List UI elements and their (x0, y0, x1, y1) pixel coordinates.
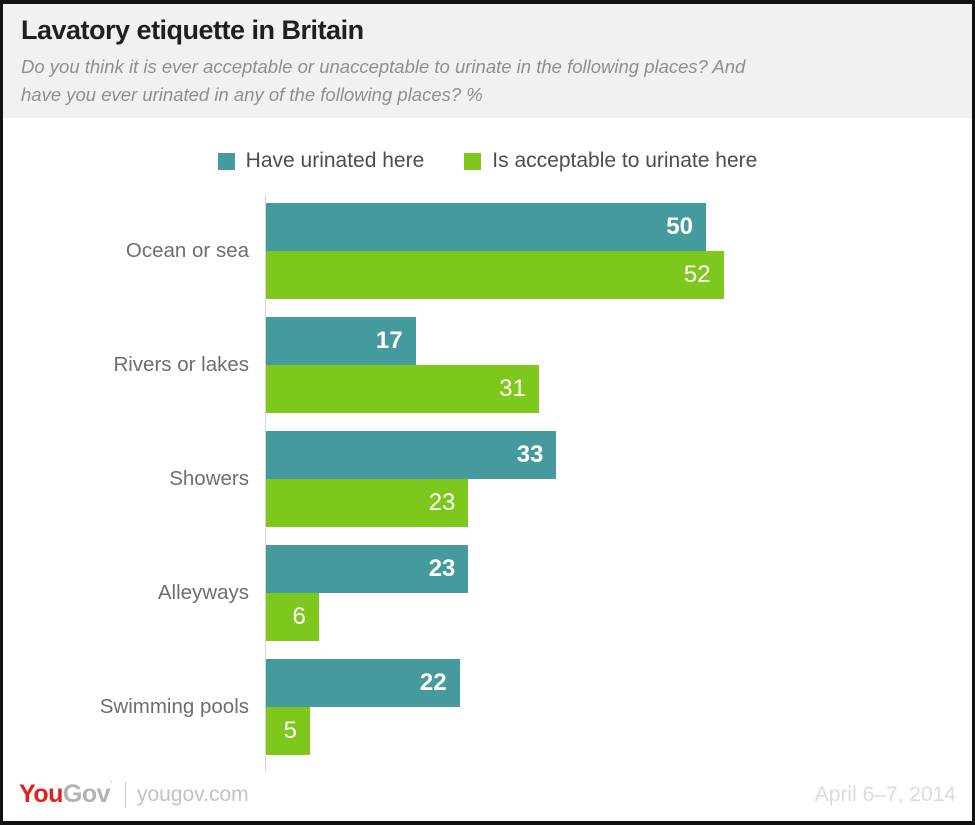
subtitle-line-1: Do you think it is ever acceptable or un… (21, 56, 746, 77)
logo-you: You (19, 780, 63, 808)
yougov-url: yougov.com (136, 782, 249, 806)
bar-acceptable: 52 (266, 251, 724, 299)
bar-have-urinated: 23 (266, 545, 469, 593)
bar-group: 22 5 (266, 659, 972, 755)
chart-row: Showers 33 23 (3, 431, 972, 527)
bar-have-urinated: 33 (266, 431, 557, 479)
bar-value-label: 22 (419, 669, 447, 696)
legend-swatch-teal-icon (217, 152, 235, 170)
chart-header: Lavatory etiquette in Britain Do you thi… (3, 4, 972, 118)
category-label: Ocean or sea (125, 239, 249, 262)
chart-row: Swimming pools 22 5 (3, 659, 972, 755)
category-label: Showers (169, 467, 249, 490)
bar-group: 23 6 (266, 545, 972, 641)
brand-divider (124, 781, 126, 808)
chart-legend: Have urinated here Is acceptable to urin… (3, 149, 972, 173)
logo-gov: Gov (62, 780, 111, 808)
legend-swatch-green-icon (464, 152, 482, 170)
category-label: Swimming pools (99, 695, 249, 718)
poll-date: April 6–7, 2014 (814, 782, 956, 806)
legend-item-have-urinated: Have urinated here (217, 149, 425, 173)
bar-group: 17 31 (266, 317, 972, 413)
chart-row: Ocean or sea 50 52 (3, 203, 972, 299)
bar-value-label: 23 (428, 489, 456, 516)
bar-have-urinated: 22 (266, 659, 460, 707)
bar-value-label: 33 (516, 441, 544, 468)
bar-value-label: 31 (499, 375, 526, 402)
bar-value-label: 5 (283, 717, 297, 744)
bar-acceptable: 23 (266, 479, 469, 527)
bar-value-label: 17 (375, 327, 403, 354)
bar-chart: Ocean or sea 50 52 Rivers or lakes 17 31 Showe… (3, 195, 972, 772)
bar-value-label: 52 (683, 261, 711, 288)
subtitle-line-2: have you ever urinated in any of the fol… (21, 83, 483, 105)
logo-trademark: ’ (110, 779, 112, 791)
category-label: Rivers or lakes (113, 353, 249, 376)
legend-item-acceptable: Is acceptable to urinate here (464, 149, 757, 173)
bar-acceptable: 31 (266, 365, 539, 413)
chart-row: Alleyways 23 6 (3, 545, 972, 641)
yougov-logo: YouGov’ (19, 780, 112, 809)
bar-acceptable: 6 (266, 593, 319, 641)
bar-group: 50 52 (266, 203, 972, 299)
y-axis-line (265, 195, 266, 772)
bar-acceptable: 5 (266, 707, 310, 755)
bar-have-urinated: 17 (266, 317, 416, 365)
page-title: Lavatory etiquette in Britain (21, 15, 364, 45)
bar-group: 33 23 (266, 431, 972, 527)
bar-have-urinated: 50 (266, 203, 706, 251)
yougov-brand: YouGov’ yougov.com (19, 780, 249, 809)
bar-value-label: 6 (292, 603, 306, 630)
chart-row: Rivers or lakes 17 31 (3, 317, 972, 413)
legend-label: Have urinated here (245, 149, 425, 172)
chart-footer: YouGov’ yougov.com April 6–7, 2014 (3, 772, 972, 821)
bar-value-label: 23 (428, 555, 456, 582)
bar-value-label: 50 (666, 213, 693, 240)
chart-rows: Ocean or sea 50 52 Rivers or lakes 17 31 Showe… (3, 203, 972, 755)
category-label: Alleyways (157, 581, 249, 604)
legend-label: Is acceptable to urinate here (492, 149, 758, 172)
chart-subtitle: Do you think it is ever acceptable or un… (21, 53, 954, 109)
